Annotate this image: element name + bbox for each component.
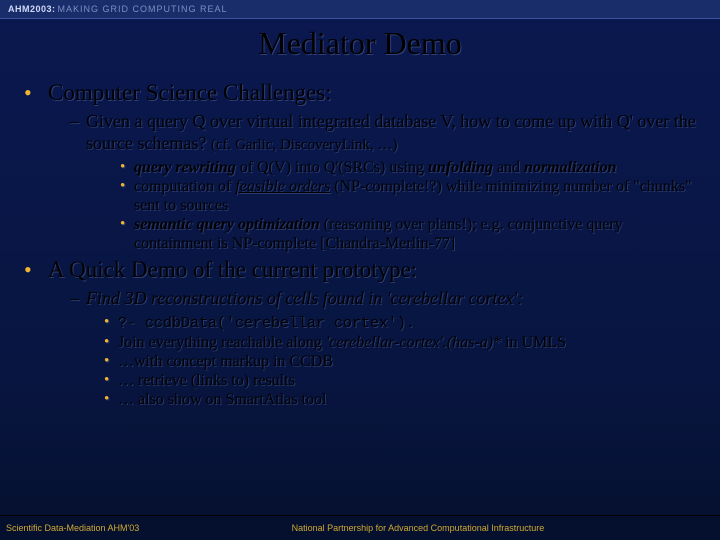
section1-sub: Given a query Q over virtual integrated … — [70, 110, 696, 253]
slide-content: Computer Science Challenges: Given a que… — [0, 80, 720, 409]
s1b1-and: and — [493, 159, 524, 176]
s1b1-unfold: unfolding — [428, 159, 493, 176]
section1-head: Computer Science Challenges: — [48, 80, 332, 105]
s2-bullet-join: Join everything reachable along 'cerebel… — [104, 333, 696, 352]
footer-center: National Partnership for Advanced Comput… — [292, 523, 720, 533]
s1b3-sqo: semantic query optimization — [134, 216, 320, 233]
s2c2-it: 'cerebellar-cortex'.(has-a)* — [326, 334, 501, 351]
s1b1-qr: query rewriting — [134, 159, 236, 176]
slide-title: Mediator Demo — [0, 25, 720, 62]
s2c2-pre: Join everything reachable along — [118, 334, 326, 351]
topbar-conf: AHM2003: — [8, 4, 56, 14]
section-demo: A Quick Demo of the current prototype: F… — [24, 257, 696, 409]
s1-sub-note: (cf. Garlic, DiscoveryLink, …) — [211, 137, 398, 153]
section2-head: A Quick Demo of the current prototype: — [48, 257, 417, 282]
s1-bullet-sqo: semantic query optimization (reasoning o… — [120, 215, 696, 253]
section-cs-challenges: Computer Science Challenges: Given a que… — [24, 80, 696, 253]
section2-sub: Find 3D reconstructions of cells found i… — [70, 287, 696, 309]
s2c2-post: in UMLS — [501, 334, 566, 351]
s1-bullet-feasible: computation of feasible orders (NP-compl… — [120, 177, 696, 215]
s2c1-code: ccdbData('cerebellar cortex'). — [145, 315, 415, 332]
s1b1-norm: normalization — [524, 159, 616, 176]
s1b1-mid: of Q(V) into Q'(SRCs) using — [236, 159, 428, 176]
footer: Scientific Data-Mediation AHM'03 Nationa… — [0, 515, 720, 540]
s1b2-fo: feasible orders — [235, 178, 330, 195]
s2-bullet-retrieve: … retrieve (links to) results — [104, 371, 696, 390]
top-bar: AHM2003: MAKING GRID COMPUTING REAL — [0, 0, 720, 19]
s1b2-pre: computation of — [134, 178, 235, 195]
topbar-tagline: MAKING GRID COMPUTING REAL — [58, 4, 228, 14]
slide-container: AHM2003: MAKING GRID COMPUTING REAL Medi… — [0, 0, 720, 540]
s1-bullet-rewriting: query rewriting of Q(V) into Q'(SRCs) us… — [120, 158, 696, 177]
footer-left: Scientific Data-Mediation AHM'03 — [0, 523, 292, 533]
s2-bullet-smartatlas: … also show on SmartAtlas tool — [104, 390, 696, 409]
s2-bullet-markup: …with concept markup in CCDB — [104, 352, 696, 371]
s2c1-pre: ?- — [118, 315, 145, 332]
s2-bullet-query: ?- ccdbData('cerebellar cortex'). — [104, 313, 696, 333]
